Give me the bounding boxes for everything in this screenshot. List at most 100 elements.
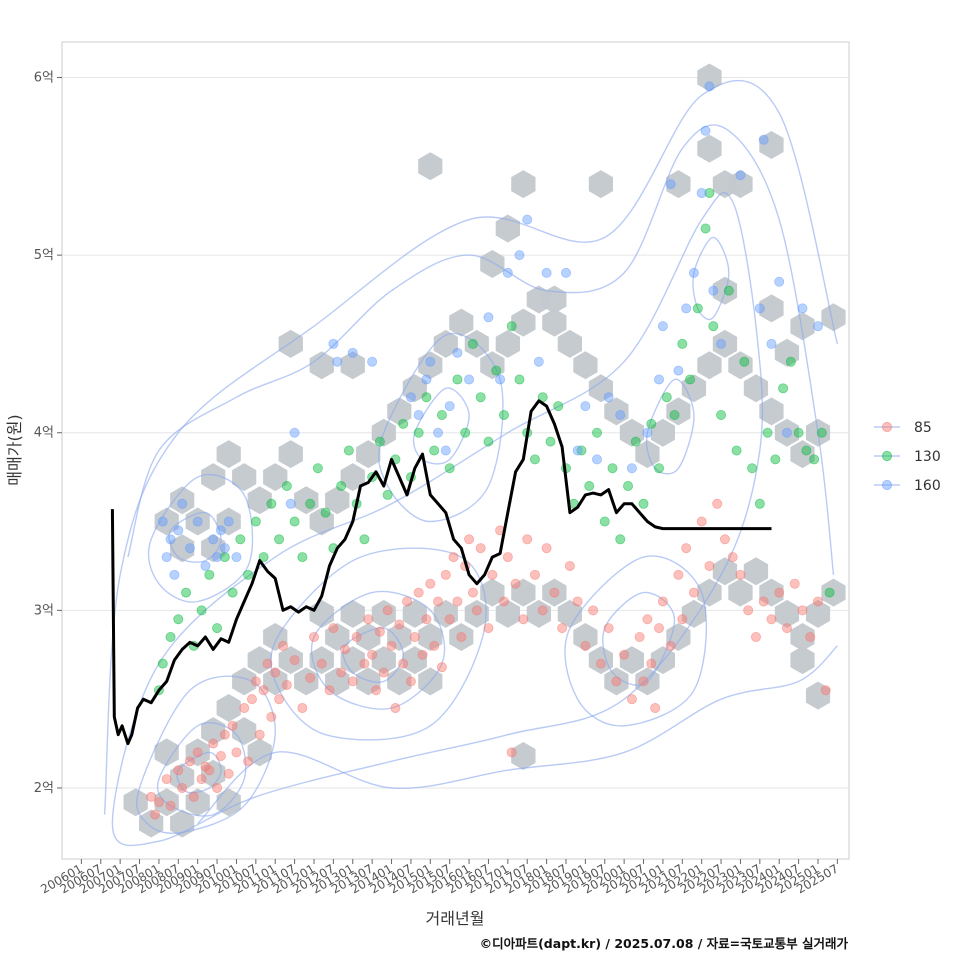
- hexbin-cell: [511, 742, 536, 770]
- point-160: [673, 365, 684, 376]
- point-130: [816, 427, 827, 438]
- point-160: [522, 214, 533, 225]
- gridlines: [62, 77, 849, 789]
- point-85: [580, 640, 591, 651]
- hexbin-cell: [821, 578, 846, 607]
- point-85: [177, 782, 188, 793]
- point-130: [281, 481, 292, 492]
- point-85: [564, 560, 575, 571]
- point-85: [200, 761, 211, 772]
- point-85: [529, 569, 540, 580]
- hexbin-cell: [759, 578, 784, 607]
- point-85: [417, 649, 428, 660]
- density-contour: [692, 236, 730, 321]
- point-85: [250, 676, 261, 687]
- point-85: [483, 623, 494, 634]
- hexbin-cell: [263, 463, 288, 492]
- point-130: [312, 463, 323, 474]
- hexbin-cell: [216, 507, 241, 536]
- hexbin-cell: [790, 312, 815, 341]
- point-160: [735, 170, 746, 181]
- point-130: [654, 463, 665, 474]
- point-130: [157, 658, 168, 669]
- hexbin-cell: [526, 599, 551, 628]
- hexbin-cell: [232, 667, 257, 696]
- hexbin-cell: [449, 623, 474, 651]
- point-160: [716, 338, 727, 349]
- point-85: [537, 605, 548, 616]
- point-160: [774, 276, 785, 287]
- point-130: [467, 338, 478, 349]
- point-85: [646, 658, 657, 669]
- point-160: [580, 401, 591, 412]
- point-85: [270, 667, 281, 678]
- hexbin-cell: [216, 694, 241, 722]
- hexbin-cell: [480, 250, 505, 278]
- point-85: [371, 685, 382, 696]
- point-130: [739, 356, 750, 367]
- hexbin-cell: [604, 397, 629, 426]
- point-160: [219, 543, 230, 554]
- point-160: [626, 463, 637, 474]
- point-85: [595, 658, 606, 669]
- point-85: [413, 587, 424, 598]
- point-160: [708, 285, 719, 296]
- point-85: [146, 791, 157, 802]
- hexbin-cell: [201, 759, 226, 788]
- point-85: [712, 498, 723, 509]
- hexbin-cell: [728, 170, 753, 199]
- legend-label: 85: [914, 420, 932, 436]
- point-85: [510, 578, 521, 589]
- point-160: [700, 125, 711, 136]
- hexbin-cell: [511, 308, 536, 337]
- point-85: [308, 631, 319, 642]
- point-130: [343, 445, 354, 456]
- density-contour: [147, 473, 254, 603]
- hexbin-cell: [402, 599, 427, 628]
- hexbin-layer: [123, 63, 846, 838]
- point-85: [506, 747, 517, 758]
- point-160: [541, 267, 552, 278]
- hexbin-cell: [743, 557, 769, 586]
- hexbin-cell: [309, 507, 334, 536]
- point-85: [456, 631, 467, 642]
- hexbin-cell: [201, 463, 226, 492]
- point-85: [541, 543, 552, 554]
- point-160: [654, 374, 665, 385]
- point-130: [250, 516, 261, 527]
- point-130: [529, 454, 540, 465]
- point-160: [192, 516, 203, 527]
- point-85: [394, 619, 405, 630]
- hexbin-cell: [511, 578, 536, 607]
- point-85: [347, 676, 358, 687]
- point-85: [204, 765, 215, 776]
- point-85: [246, 694, 257, 705]
- point-85: [208, 738, 219, 749]
- hexbin-cell: [790, 440, 815, 469]
- point-85: [215, 750, 226, 761]
- point-160: [184, 543, 195, 554]
- point-130: [723, 285, 734, 296]
- point-160: [495, 374, 506, 385]
- hexbin-cell: [728, 351, 753, 380]
- point-85: [405, 676, 416, 687]
- point-85: [448, 552, 459, 563]
- point-130: [630, 436, 641, 447]
- point-160: [285, 498, 296, 509]
- hexbin-cell: [480, 578, 505, 607]
- hexbin-cell: [619, 646, 644, 675]
- point-130: [258, 552, 269, 563]
- point-85: [173, 765, 184, 776]
- point-130: [692, 303, 703, 314]
- point-85: [502, 552, 513, 563]
- hexbin-cell: [495, 329, 520, 358]
- point-85: [781, 623, 792, 634]
- point-160: [212, 552, 223, 563]
- point-85: [820, 685, 831, 696]
- point-130: [584, 481, 595, 492]
- point-85: [603, 623, 614, 634]
- point-85: [549, 587, 560, 598]
- plot-panel: [61, 41, 850, 860]
- point-85: [518, 614, 529, 625]
